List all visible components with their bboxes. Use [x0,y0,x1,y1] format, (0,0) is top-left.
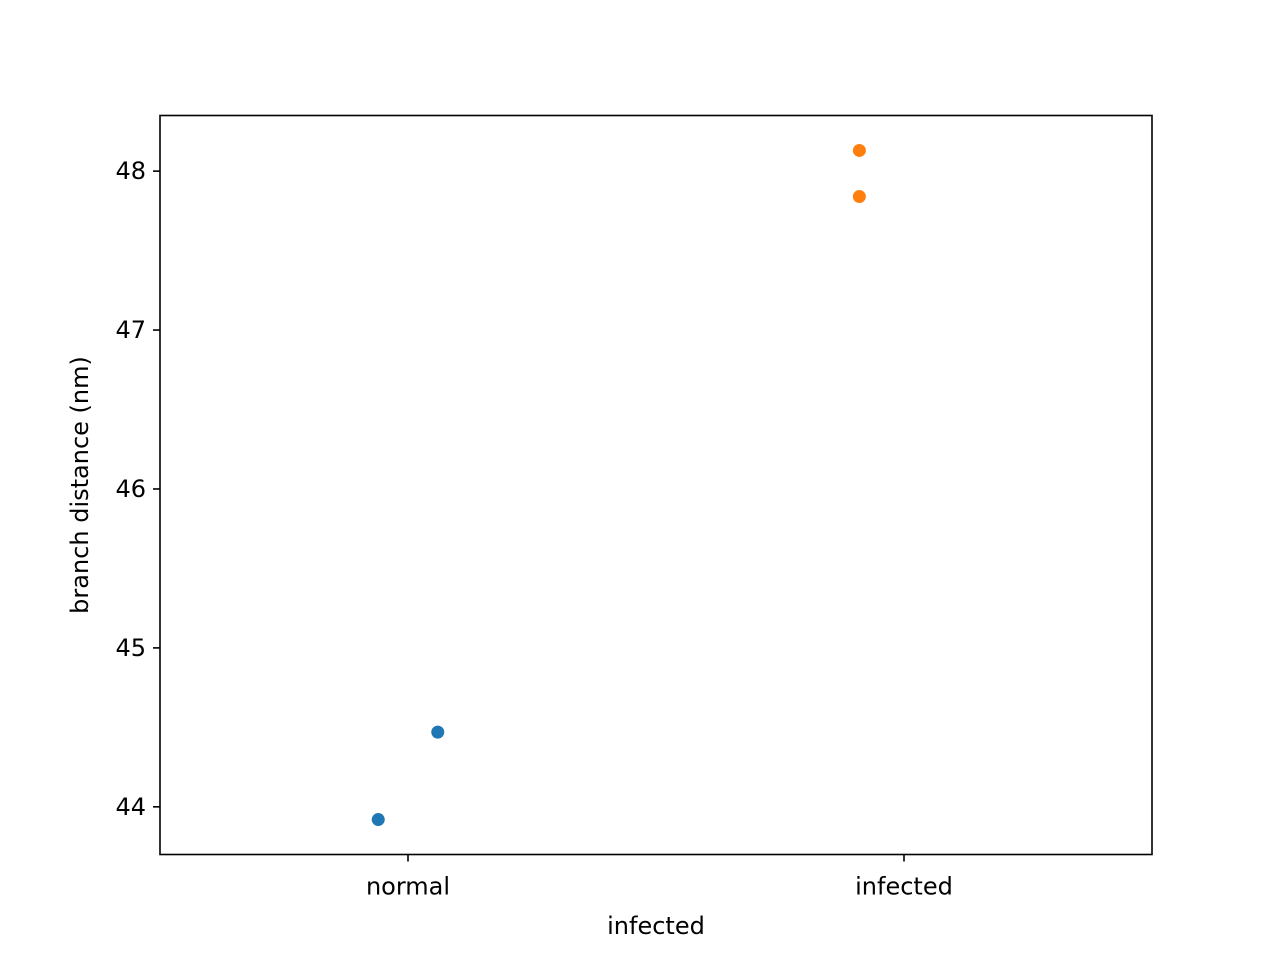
x-tick-label: infected [855,873,953,901]
y-tick-label: 47 [115,316,146,344]
y-axis: 44 45 46 47 48 [115,157,160,821]
plot-frame [159,114,1153,856]
y-tick-label: 45 [115,634,146,662]
y-tick-label: 48 [115,157,146,185]
y-tick-label: 44 [115,793,146,821]
data-points [371,143,866,827]
data-point-infected [852,143,866,157]
y-tick-label: 46 [115,475,146,503]
data-point-normal [431,725,445,739]
y-axis-label: branch distance (nm) [66,356,94,614]
data-point-normal [371,813,385,827]
x-axis-label: infected [607,912,705,940]
x-tick-label: normal [366,873,450,901]
data-point-infected [852,190,866,204]
x-axis: normal infected [366,854,953,901]
